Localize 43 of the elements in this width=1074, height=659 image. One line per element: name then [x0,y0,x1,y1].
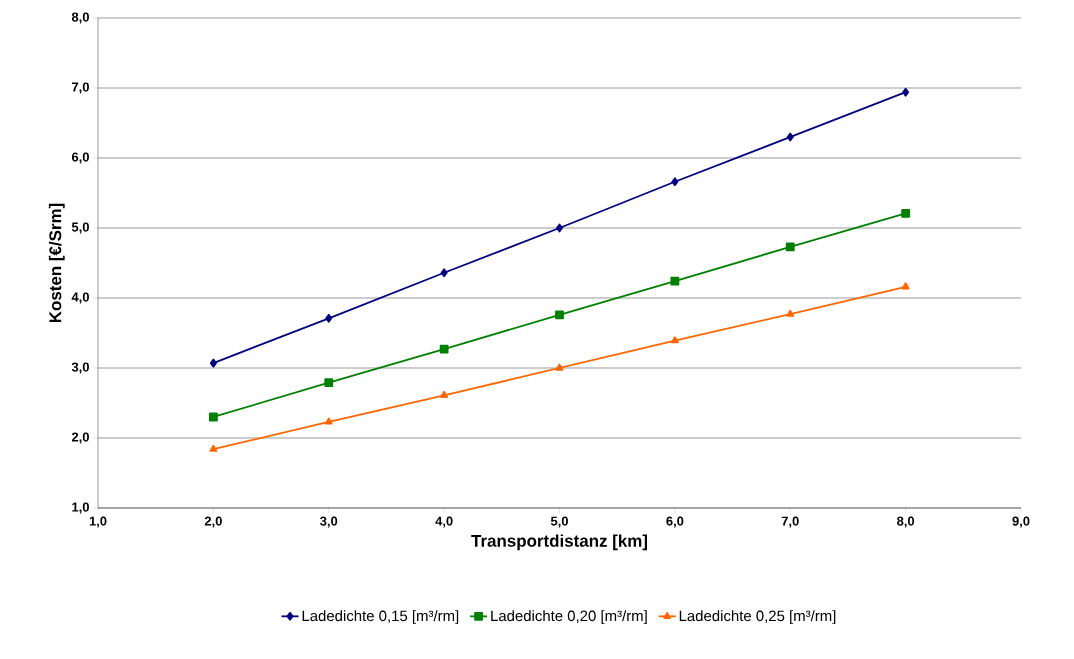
x-axis-title: Transportdistanz [km] [471,534,647,551]
x-tick-label: 8,0 [897,516,915,528]
y-tick-label: 5,0 [71,222,89,234]
y-tick-label: 2,0 [71,432,89,444]
y-tick-label: 7,0 [72,82,89,94]
point [555,310,564,320]
point [786,132,794,142]
point [901,208,911,218]
legend-label: Ladedichte 0,20 [m³/rm] [491,610,647,625]
y-tick-label: 4,0 [71,292,89,304]
point [209,358,217,368]
x-tick-label: 7,0 [781,516,799,528]
point [555,363,564,371]
point [325,313,333,323]
point [671,177,679,187]
point [439,344,449,354]
legend-label: Ladedichte 0,15 [m³/rm] [302,610,459,625]
y-tick-label: 6,0 [71,152,89,164]
point [440,390,449,398]
point [324,378,334,388]
point [785,242,795,252]
x-tick-label: 2,0 [204,516,222,528]
y-tick-label: 8,0 [71,12,89,24]
x-tick-label: 5,0 [550,516,568,528]
point [901,282,910,290]
y-tick-label: 1,0 [72,502,89,514]
x-tick-label: 9,0 [1012,516,1030,528]
y-axis-title: Kosten [€/Srm] [48,203,65,323]
point [786,309,795,317]
x-tick-label: 3,0 [320,516,338,528]
point [670,276,680,286]
x-tick-label: 1,0 [89,516,107,528]
point [670,336,679,344]
point [208,412,218,422]
y-tick-label: 3,0 [71,362,89,374]
x-tick-label: 4,0 [435,516,453,528]
point [440,268,448,278]
point [324,417,333,425]
point [209,444,218,452]
x-tick-label: 6,0 [666,516,684,528]
point [902,87,910,97]
legend-label: Ladedichte 0,25 [m³/rm] [679,610,836,625]
point [555,223,564,233]
